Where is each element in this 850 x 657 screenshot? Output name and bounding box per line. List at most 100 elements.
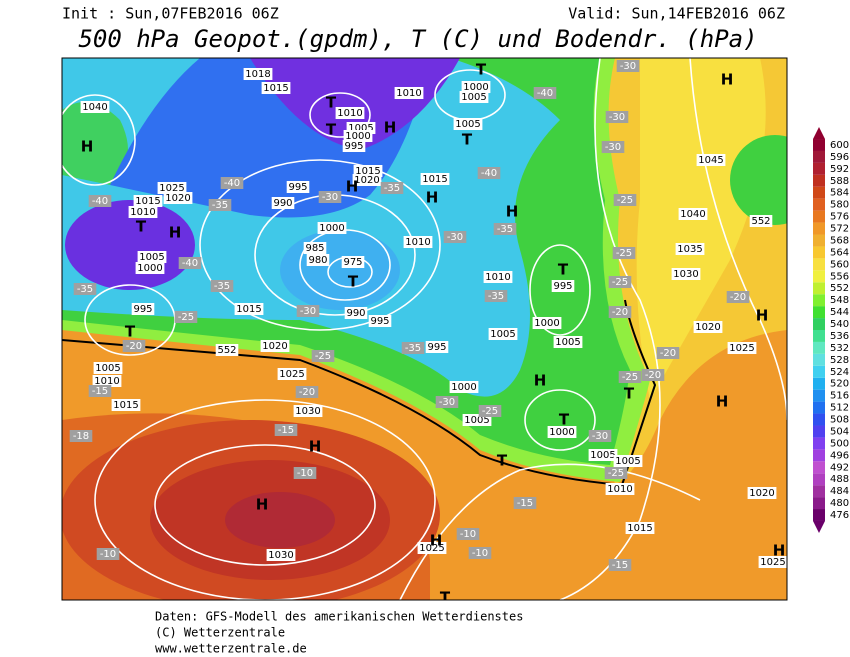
isobar-box <box>111 399 141 411</box>
cold-core <box>280 230 400 310</box>
isobar-box <box>417 542 447 554</box>
colorbar-swatch <box>813 401 825 414</box>
colorbar-label: 492 <box>830 462 849 473</box>
temperature-box <box>380 182 404 194</box>
temperature-box <box>274 424 298 436</box>
isobar-box <box>341 256 365 268</box>
pressure-center: H <box>430 532 443 550</box>
temperature-box <box>220 177 244 189</box>
isobar-box <box>368 315 392 327</box>
colorbar-swatch <box>813 246 825 259</box>
isobar-label: 1005 <box>95 363 120 374</box>
temperature-box <box>513 497 537 509</box>
colorbar-swatch <box>813 162 825 175</box>
pressure-center: H <box>256 496 269 514</box>
temperature-label: -40 <box>224 178 240 189</box>
isobar-label: 1000 <box>319 223 344 234</box>
colorbar-swatch <box>813 139 825 151</box>
isobar-label: 1020 <box>262 341 287 352</box>
isobar-label: 1025 <box>159 183 184 194</box>
temperature-box <box>612 247 636 259</box>
temperature-box <box>318 191 342 203</box>
colorbar-swatch <box>813 461 825 474</box>
temperature-label: -35 <box>212 200 228 211</box>
isobar-label: 1005 <box>455 119 480 130</box>
colorbar-label: 504 <box>830 426 849 437</box>
colorbar-swatch <box>813 437 825 450</box>
colorbar-swatch <box>813 294 825 307</box>
isobar-box <box>92 375 122 387</box>
isobar-label: 1040 <box>82 102 107 113</box>
footer-url: www.wetterzentrale.de <box>155 642 307 656</box>
isobar-box <box>693 321 723 333</box>
isobar-label: 1035 <box>677 244 702 255</box>
isobar-label: 995 <box>553 281 572 292</box>
temperature-box <box>726 291 750 303</box>
footer-copyright: (C) Wetterzentrale <box>155 626 285 640</box>
colorbar-swatch <box>813 282 825 295</box>
colorbar-swatch <box>813 509 825 521</box>
isobar-box <box>588 449 618 461</box>
temperature-label: -20 <box>612 307 628 318</box>
isobar-box <box>286 181 310 193</box>
isobar-label: 980 <box>308 255 327 266</box>
contour-552 <box>62 299 657 487</box>
colorbar-cap <box>813 520 825 533</box>
colorbar-label: 552 <box>830 283 849 294</box>
isobar-box <box>403 236 433 248</box>
temperature-box <box>493 223 517 235</box>
temperature-label: -40 <box>481 168 497 179</box>
colorbar-swatch <box>813 485 825 498</box>
isobar-label: 1018 <box>245 69 270 80</box>
temperature-box <box>69 430 93 442</box>
isobar-box <box>459 91 489 103</box>
isobar-label: 1025 <box>729 343 754 354</box>
colorbar-label: 516 <box>830 391 849 402</box>
temperature-box <box>618 371 642 383</box>
colorbar-label: 580 <box>830 200 849 211</box>
isobar-box <box>749 215 773 227</box>
temperature-box <box>295 386 319 398</box>
colorbar-label: 588 <box>830 176 849 187</box>
temperature-label: -35 <box>77 284 93 295</box>
pressure-center: T <box>136 218 147 236</box>
pressure-center: H <box>346 178 359 196</box>
temperature-label: -30 <box>592 431 608 442</box>
temperature-label: -35 <box>497 224 513 235</box>
pressure-center: H <box>384 119 397 137</box>
temperature-label: -30 <box>322 192 338 203</box>
isobar-label: 1005 <box>464 415 489 426</box>
isobar-box <box>425 341 449 353</box>
isobar-label: 1010 <box>396 88 421 99</box>
temperature-label: -40 <box>537 88 553 99</box>
isobar-label: 1020 <box>749 488 774 499</box>
colorbar-label: 564 <box>830 247 849 258</box>
isobar-label: 1020 <box>165 193 190 204</box>
temperature-label: -20 <box>645 370 661 381</box>
isobar-label: 1000 <box>451 382 476 393</box>
isobar-label: 1015 <box>113 400 138 411</box>
isobar-label: 1005 <box>461 92 486 103</box>
isobar-label: 1010 <box>94 376 119 387</box>
temperature-box <box>435 396 459 408</box>
isobar-label: 1020 <box>695 322 720 333</box>
isobar-box <box>342 140 366 152</box>
temperature-box <box>296 305 320 317</box>
pressure-center: H <box>309 438 322 456</box>
isobar-label: 1010 <box>485 272 510 283</box>
isobar-label: 1025 <box>760 557 785 568</box>
isobar-box <box>696 154 726 166</box>
isobar-box <box>234 303 264 315</box>
colorbar-label: 480 <box>830 498 849 509</box>
isobar-box <box>215 344 239 356</box>
colorbar-swatch <box>813 330 825 342</box>
temperature-label: -20 <box>660 348 676 359</box>
isobar-box <box>758 556 787 568</box>
isobar-box <box>271 197 295 209</box>
colorbar-swatch <box>813 306 825 319</box>
isobar-label: 1015 <box>422 174 447 185</box>
warm-zone <box>225 492 335 548</box>
pressure-center: T <box>326 94 337 112</box>
colorbar-label: 532 <box>830 343 849 354</box>
colorbar-swatch <box>813 365 825 378</box>
